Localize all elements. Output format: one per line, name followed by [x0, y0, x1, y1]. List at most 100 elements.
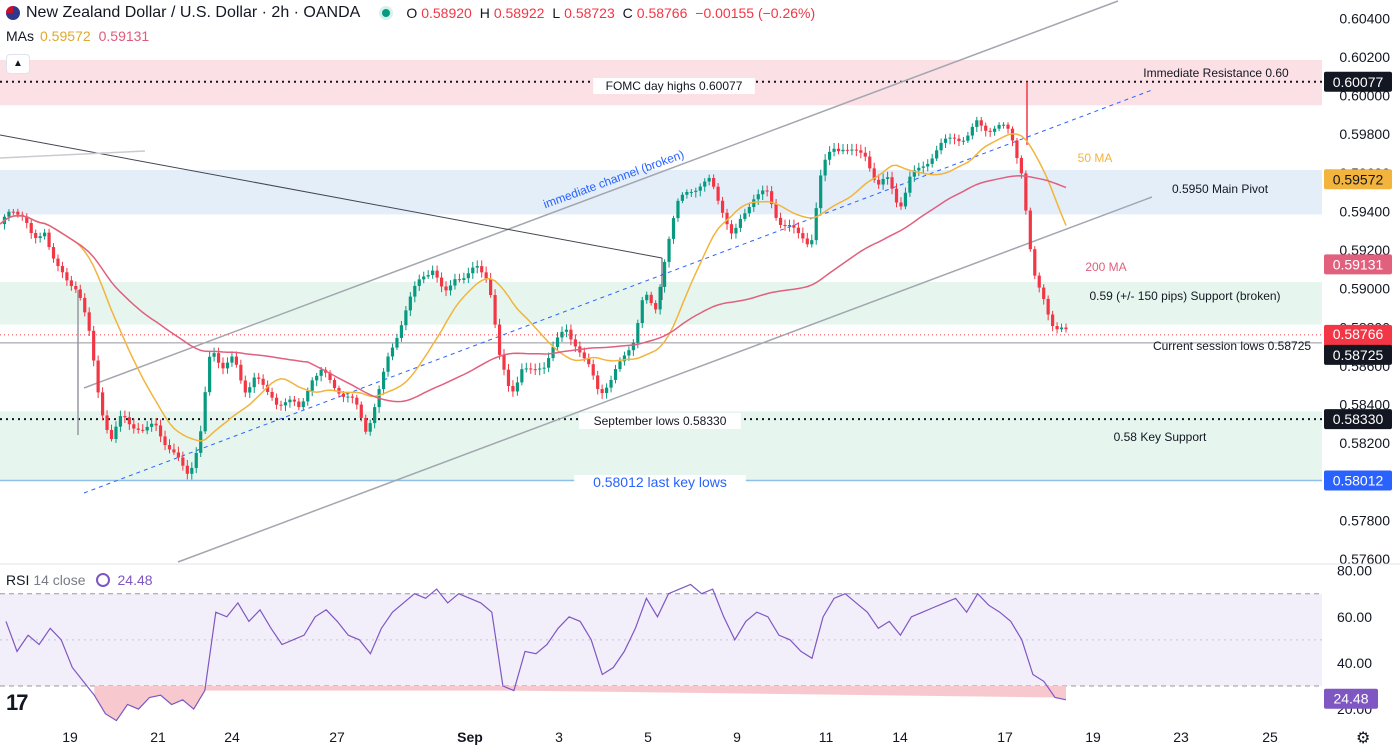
price-tag — [1324, 409, 1392, 430]
candle-body — [761, 190, 765, 195]
candle-body — [850, 149, 854, 151]
price-tag-label: 0.58012 — [1333, 473, 1384, 489]
candle-body — [560, 331, 564, 338]
ma200-value: 0.59131 — [98, 28, 150, 44]
candle-body — [154, 423, 158, 426]
candle-body — [796, 227, 800, 234]
price-axis-tick: 0.60400 — [1339, 10, 1390, 26]
rsi-axis-tick: 80.00 — [1337, 563, 1372, 579]
time-axis-tick: 27 — [329, 729, 345, 745]
candle-body — [422, 276, 426, 280]
candle-body — [747, 207, 751, 214]
price-axis-tick: 0.60200 — [1339, 49, 1390, 65]
rsi-params: 14 close — [33, 572, 86, 588]
candle-body — [636, 323, 640, 343]
candle-body — [136, 428, 140, 430]
candle-body — [208, 356, 212, 393]
price-tag-label: 0.60077 — [1333, 74, 1384, 90]
rsi-axis-tick: 60.00 — [1337, 609, 1372, 625]
ma200-line — [0, 175, 1067, 403]
candle-body — [631, 342, 635, 351]
candle-body — [801, 233, 805, 239]
candle-body — [604, 387, 609, 394]
settings-gear-icon[interactable]: ⚙ — [1356, 730, 1371, 747]
candle-body — [587, 358, 591, 365]
candle-body — [703, 181, 707, 187]
candle-body — [426, 275, 430, 277]
rsi-oversold-fill — [94, 686, 1067, 721]
price-axis-tick: 0.58200 — [1339, 435, 1390, 451]
candle-body — [132, 424, 136, 429]
candle-body — [1046, 298, 1050, 315]
chart-annotation: 50 MA — [1078, 151, 1113, 165]
candle-body — [582, 352, 586, 359]
candle-body — [65, 272, 69, 281]
chart-annotation: 200 MA — [1085, 260, 1126, 274]
candle-body — [11, 211, 15, 213]
candle-body — [417, 279, 421, 286]
price-axis-tick: 0.59200 — [1339, 242, 1390, 258]
candle-body — [671, 218, 676, 239]
candle-body — [573, 339, 577, 347]
candle-body — [828, 151, 832, 160]
candle-body — [756, 194, 760, 200]
chart-annotation: 0.59 (+/- 150 pips) Support (broken) — [1089, 289, 1280, 303]
candle-body — [350, 396, 354, 398]
candle-body — [127, 417, 131, 425]
candle-body — [698, 186, 702, 191]
candle-body — [158, 425, 163, 437]
candle-body — [667, 238, 671, 262]
candle-body — [988, 130, 992, 132]
price-axis-tick: 0.57800 — [1339, 512, 1390, 528]
candle-body — [970, 126, 974, 136]
collapse-legend-button[interactable]: ▲ — [6, 54, 30, 74]
candle-body — [778, 217, 783, 225]
candle-body — [984, 125, 988, 131]
mas-label[interactable]: MAs — [6, 28, 34, 44]
candle-body — [462, 278, 466, 280]
candle-body — [596, 375, 600, 390]
candle-body — [38, 236, 42, 238]
candle-body — [935, 150, 939, 159]
candle-body — [475, 266, 479, 268]
candle-body — [645, 294, 649, 301]
candle-body — [854, 149, 858, 151]
candle-body — [658, 286, 662, 310]
change-value: −0.00155 (−0.26%) — [695, 5, 816, 21]
candle-body — [908, 176, 912, 193]
rsi-refresh-icon[interactable] — [95, 573, 110, 587]
candle-body — [381, 371, 386, 390]
candle-body — [118, 416, 123, 427]
candle-body — [239, 364, 243, 381]
candle-body — [533, 369, 537, 371]
symbol-title[interactable]: New Zealand Dollar / U.S. Dollar · 2h · … — [26, 4, 361, 21]
candle-body — [551, 346, 555, 359]
candle-body — [707, 177, 711, 182]
candle-body — [145, 426, 149, 431]
candle-body — [649, 294, 653, 304]
candle-body — [952, 137, 957, 139]
time-axis-tick: 3 — [555, 729, 563, 745]
time-axis-tick: Sep — [457, 729, 483, 745]
candle-body — [328, 372, 332, 380]
tradingview-logo[interactable]: 17 — [6, 690, 29, 715]
candle-body — [176, 452, 181, 458]
time-axis-tick: 11 — [819, 729, 834, 745]
candle-body — [199, 431, 203, 453]
rsi-label[interactable]: RSI — [6, 572, 30, 588]
candle-body — [805, 238, 809, 245]
open-label: O — [406, 5, 418, 21]
chart-annotation: Immediate Resistance 0.60 — [1143, 66, 1289, 80]
candle-body — [836, 148, 841, 152]
price-tag — [1324, 344, 1392, 365]
market-status-icon — [382, 9, 391, 17]
downtrend-line — [0, 134, 663, 259]
time-axis-tick: 19 — [1085, 729, 1101, 745]
time-axis-tick: 17 — [997, 729, 1013, 745]
candle-body — [792, 225, 796, 228]
candle-body — [7, 211, 11, 217]
candle-body — [627, 350, 631, 356]
candle-body — [1001, 124, 1006, 126]
time-axis-tick: 24 — [224, 729, 240, 745]
